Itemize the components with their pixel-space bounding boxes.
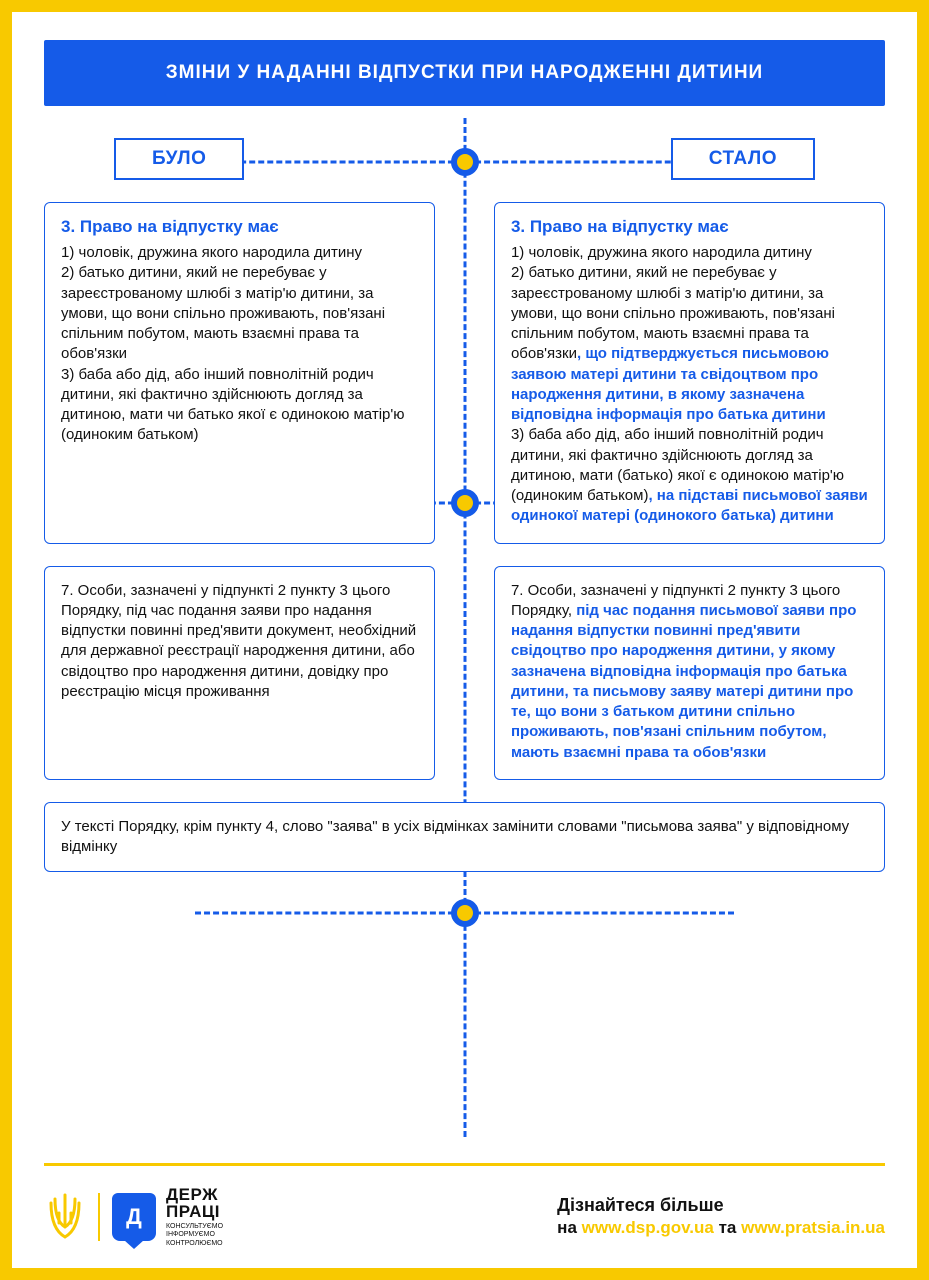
footer-right: Дізнайтеся більше на www.dsp.gov.ua та w… — [557, 1195, 885, 1238]
logo-block: Д ДЕРЖ ПРАЦІ КОНСУЛЬТУЄМО ІНФОРМУЄМО КОН… — [112, 1186, 223, 1248]
title-banner: ЗМІНИ У НАДАННІ ВІДПУСТКИ ПРИ НАРОДЖЕННІ… — [44, 40, 885, 106]
footer-links: на www.dsp.gov.ua та www.pratsia.in.ua — [557, 1218, 885, 1238]
shield-icon: Д — [112, 1193, 156, 1241]
text: на — [557, 1218, 581, 1237]
card-before-section7: 7. Особи, зазначені у підпункті 2 пункту… — [44, 566, 435, 780]
logo-subtitle: КОНСУЛЬТУЄМО ІНФОРМУЄМО КОНТРОЛЮЄМО — [166, 1223, 223, 1248]
card-body: 1) чоловік, дружина якого народила дитин… — [61, 243, 418, 446]
footer-vertical-divider — [98, 1193, 100, 1241]
card-after-section7: 7. Особи, зазначені у підпункті 2 пункту… — [494, 566, 885, 780]
timeline-dot — [451, 899, 479, 927]
footer-divider-line — [44, 1163, 885, 1166]
header-before: БУЛО — [114, 138, 244, 180]
note-card: У тексті Порядку, крім пункту 4, слово "… — [44, 802, 885, 873]
content-area: БУЛО СТАЛО 3. Право на відпустку має 1) … — [44, 118, 885, 1137]
header-after: СТАЛО — [671, 138, 815, 180]
highlight-text: під час подання письмової заяви про нада… — [511, 602, 856, 761]
timeline-dot — [451, 148, 479, 176]
footer-left: Д ДЕРЖ ПРАЦІ КОНСУЛЬТУЄМО ІНФОРМУЄМО КОН… — [44, 1186, 223, 1248]
text: та — [714, 1218, 741, 1237]
trident-icon — [44, 1193, 86, 1241]
timeline-dot — [451, 489, 479, 517]
text: 1) чоловік, дружина якого народила дитин… — [61, 244, 404, 443]
section-7-row: 7. Особи, зазначені у підпункті 2 пункту… — [44, 566, 885, 780]
shield-letter: Д — [126, 1204, 142, 1230]
link-pratsia[interactable]: www.pratsia.in.ua — [741, 1218, 885, 1237]
footer-cta: Дізнайтеся більше — [557, 1195, 885, 1216]
link-dsp[interactable]: www.dsp.gov.ua — [582, 1218, 714, 1237]
card-title: 3. Право на відпустку має — [61, 217, 418, 237]
note-text: У тексті Порядку, крім пункту 4, слово "… — [61, 818, 849, 855]
logo-line-1: ДЕРЖ — [166, 1186, 223, 1203]
text: 7. Особи, зазначені у підпункті 2 пункту… — [61, 582, 416, 700]
logo-line-2: ПРАЦІ — [166, 1203, 223, 1220]
card-title: 3. Право на відпустку має — [511, 217, 868, 237]
card-body: 7. Особи, зазначені у підпункті 2 пункту… — [61, 581, 418, 703]
logo-text: ДЕРЖ ПРАЦІ КОНСУЛЬТУЄМО ІНФОРМУЄМО КОНТР… — [166, 1186, 223, 1248]
card-after-section3: 3. Право на відпустку має 1) чоловік, др… — [494, 202, 885, 544]
page-title: ЗМІНИ У НАДАННІ ВІДПУСТКИ ПРИ НАРОДЖЕННІ… — [166, 62, 763, 83]
page: ЗМІНИ У НАДАННІ ВІДПУСТКИ ПРИ НАРОДЖЕННІ… — [12, 12, 917, 1268]
card-body: 1) чоловік, дружина якого народила дитин… — [511, 243, 868, 527]
footer: Д ДЕРЖ ПРАЦІ КОНСУЛЬТУЄМО ІНФОРМУЄМО КОН… — [44, 1186, 885, 1248]
card-body: 7. Особи, зазначені у підпункті 2 пункту… — [511, 581, 868, 763]
card-before-section3: 3. Право на відпустку має 1) чоловік, др… — [44, 202, 435, 544]
